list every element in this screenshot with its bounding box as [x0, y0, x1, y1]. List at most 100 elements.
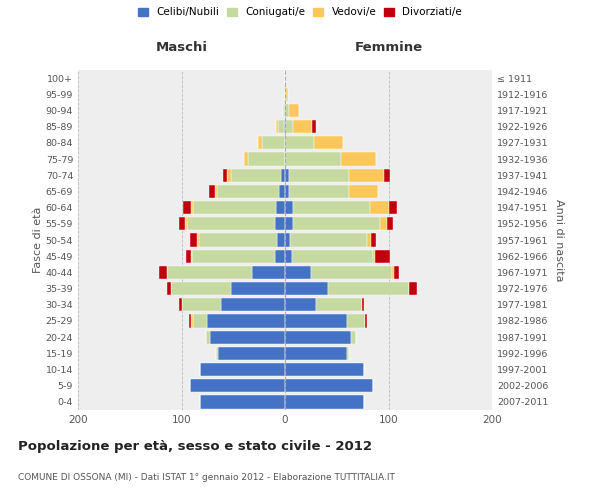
Bar	[341, 152, 376, 166]
Bar	[409, 282, 418, 295]
Bar	[189, 314, 191, 328]
Bar	[351, 330, 356, 344]
Bar	[285, 201, 293, 214]
Bar	[231, 168, 281, 182]
Bar	[221, 298, 285, 312]
Bar	[316, 298, 362, 312]
Bar	[190, 379, 285, 392]
Bar	[218, 346, 285, 360]
Bar	[375, 250, 389, 263]
Bar	[285, 298, 316, 312]
Bar	[285, 88, 286, 101]
Bar	[275, 217, 285, 230]
Bar	[258, 136, 262, 149]
Bar	[191, 201, 193, 214]
Bar	[285, 185, 289, 198]
Bar	[286, 88, 288, 101]
Bar	[285, 266, 311, 279]
Bar	[200, 363, 285, 376]
Bar	[209, 185, 215, 198]
Bar	[182, 298, 221, 312]
Bar	[281, 168, 285, 182]
Bar	[290, 234, 367, 246]
Bar	[159, 266, 167, 279]
Bar	[293, 217, 380, 230]
Bar	[252, 266, 285, 279]
Y-axis label: Anni di nascita: Anni di nascita	[554, 198, 564, 281]
Bar	[215, 346, 218, 360]
Bar	[349, 185, 378, 198]
Bar	[283, 104, 285, 117]
Bar	[275, 201, 285, 214]
Bar	[277, 234, 285, 246]
Bar	[185, 217, 187, 230]
Bar	[179, 298, 182, 312]
Bar	[373, 250, 375, 263]
Bar	[285, 379, 373, 392]
Bar	[347, 314, 365, 328]
Bar	[293, 201, 370, 214]
Bar	[285, 330, 351, 344]
Bar	[262, 136, 285, 149]
Text: Femmine: Femmine	[355, 41, 422, 54]
Bar	[347, 346, 349, 360]
Y-axis label: Fasce di età: Fasce di età	[33, 207, 43, 273]
Bar	[289, 168, 349, 182]
Bar	[206, 330, 211, 344]
Bar	[193, 314, 208, 328]
Bar	[179, 217, 185, 230]
Bar	[385, 168, 389, 182]
Bar	[285, 152, 341, 166]
Legend: Celibi/Nubili, Coniugati/e, Vedovi/e, Divorziati/e: Celibi/Nubili, Coniugati/e, Vedovi/e, Di…	[136, 5, 464, 20]
Bar	[223, 168, 227, 182]
Bar	[248, 152, 285, 166]
Bar	[190, 234, 197, 246]
Bar	[244, 152, 248, 166]
Bar	[370, 201, 389, 214]
Bar	[285, 363, 364, 376]
Bar	[349, 168, 385, 182]
Bar	[394, 266, 399, 279]
Bar	[285, 346, 347, 360]
Bar	[227, 168, 231, 182]
Bar	[285, 217, 293, 230]
Bar	[367, 234, 371, 246]
Bar	[171, 282, 231, 295]
Bar	[389, 201, 397, 214]
Bar	[314, 136, 343, 149]
Bar	[275, 250, 285, 263]
Bar	[380, 217, 388, 230]
Bar	[182, 201, 191, 214]
Bar	[285, 282, 328, 295]
Bar	[285, 234, 290, 246]
Bar	[191, 250, 192, 263]
Bar	[371, 234, 376, 246]
Bar	[231, 282, 285, 295]
Bar	[328, 282, 409, 295]
Bar	[362, 298, 364, 312]
Bar	[285, 104, 289, 117]
Bar	[187, 217, 275, 230]
Bar	[215, 185, 217, 198]
Bar	[292, 250, 373, 263]
Bar	[285, 250, 292, 263]
Bar	[285, 136, 314, 149]
Bar	[392, 266, 394, 279]
Bar	[167, 266, 252, 279]
Bar	[289, 104, 299, 117]
Bar	[289, 185, 349, 198]
Bar	[312, 120, 316, 134]
Bar	[217, 185, 279, 198]
Bar	[193, 201, 275, 214]
Bar	[388, 217, 392, 230]
Bar	[279, 185, 285, 198]
Text: Popolazione per età, sesso e stato civile - 2012: Popolazione per età, sesso e stato civil…	[18, 440, 372, 453]
Bar	[185, 250, 191, 263]
Bar	[284, 120, 285, 134]
Bar	[285, 168, 289, 182]
Bar	[191, 314, 193, 328]
Bar	[311, 266, 392, 279]
Bar	[211, 330, 285, 344]
Bar	[365, 314, 367, 328]
Bar	[200, 396, 285, 408]
